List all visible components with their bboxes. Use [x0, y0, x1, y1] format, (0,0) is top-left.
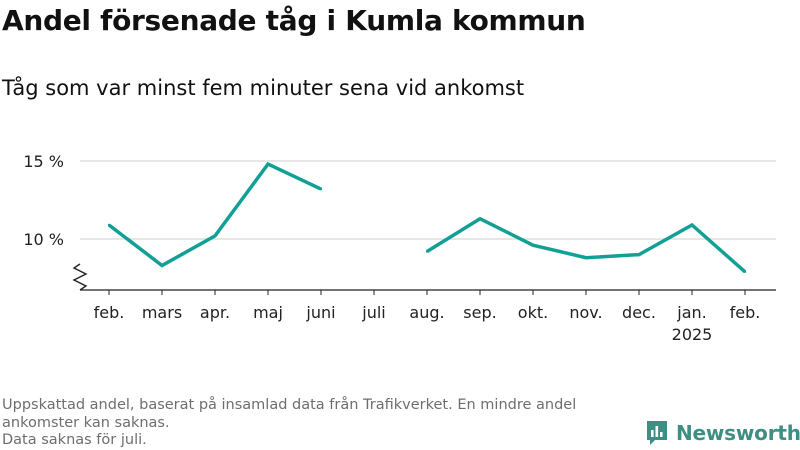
bar-chart-logo-icon — [647, 421, 667, 445]
x-tick-label: dec. — [622, 303, 656, 322]
gridlines — [80, 160, 776, 240]
x-tick-label: apr. — [200, 303, 230, 322]
x-axis-tick-labels: feb. mars apr. maj juni juli aug. sep. okt. nov. d… — [94, 303, 761, 344]
y-axis-tick-labels: 10 % 15 % — [23, 152, 64, 249]
footnote-missing-data: Data saknas för juli. — [2, 432, 147, 448]
x-tick-label: okt. — [518, 303, 548, 322]
x-year-label: 2025 — [672, 325, 713, 344]
x-tick-label: jan. — [676, 303, 706, 322]
y-axis-break-icon — [72, 263, 88, 291]
series-line-segment — [107, 161, 322, 268]
series-line-segment — [426, 216, 747, 274]
y-tick-label: 15 % — [23, 152, 64, 171]
series-line — [107, 161, 747, 274]
x-tick-label: nov. — [569, 303, 602, 322]
footnote: Uppskattad andel, baserat på insamlad da… — [2, 397, 642, 450]
y-tick-label: 10 % — [23, 230, 64, 249]
chart-subtitle: Tåg som var minst fem minuter sena vid a… — [2, 76, 525, 100]
x-tick-label: aug. — [409, 303, 444, 322]
x-tick-label: juli — [361, 303, 385, 322]
x-tick-label: juni — [305, 303, 335, 322]
brand-name: Newsworthy — [676, 421, 800, 445]
footnote-source: Uppskattad andel, baserat på insamlad da… — [2, 397, 577, 431]
x-tick-label: mars — [142, 303, 182, 322]
x-axis — [72, 263, 776, 295]
x-tick-label: feb. — [94, 303, 125, 322]
x-tick-label: feb. — [730, 303, 761, 322]
x-tick-label: sep. — [463, 303, 496, 322]
chart-title: Andel försenade tåg i Kumla kommun — [2, 4, 586, 37]
x-tick-label: maj — [253, 303, 283, 322]
line-chart: 10 % 15 % feb. mars apr. maj juni juli aug. sep.… — [23, 152, 776, 344]
newsworthy-logo: Newsworthy — [645, 420, 800, 446]
